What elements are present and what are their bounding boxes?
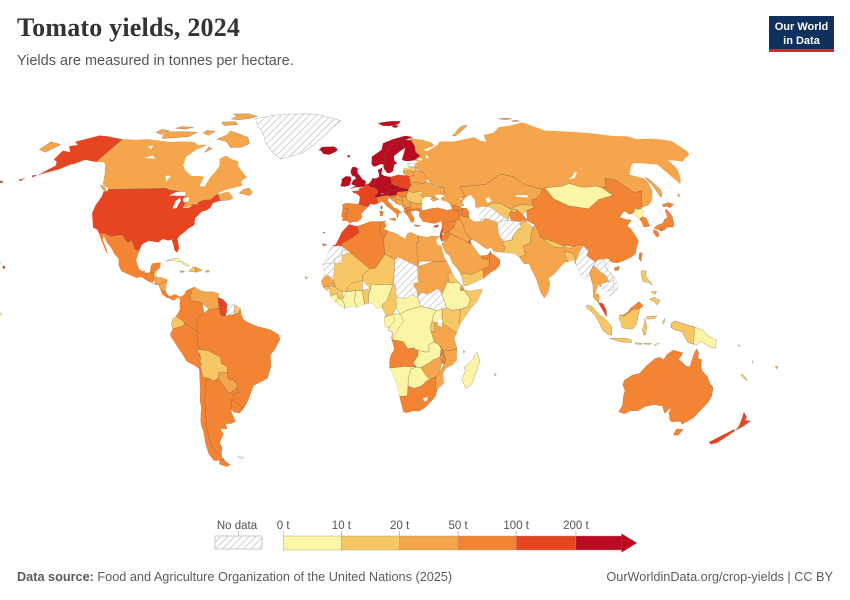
svg-text:200 t: 200 t xyxy=(563,520,589,532)
svg-text:100 t: 100 t xyxy=(503,520,529,532)
svg-text:20 t: 20 t xyxy=(390,520,410,532)
svg-text:No data: No data xyxy=(217,520,258,532)
svg-text:50 t: 50 t xyxy=(449,520,469,532)
svg-text:10 t: 10 t xyxy=(332,520,352,532)
svg-text:0 t: 0 t xyxy=(277,520,291,532)
